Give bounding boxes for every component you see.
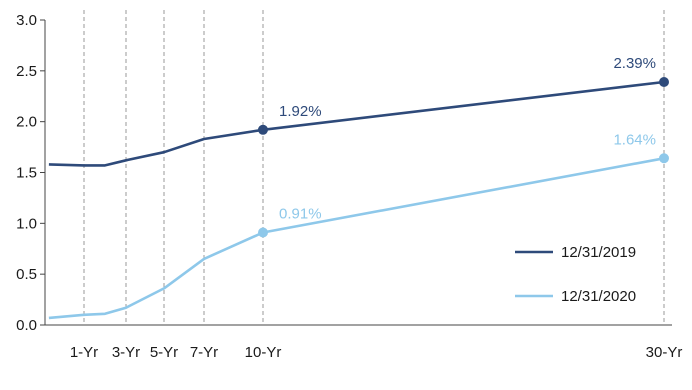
- data-label: 2.39%: [613, 55, 656, 72]
- data-point-marker: [659, 153, 669, 164]
- y-tick-label: 2.0: [16, 114, 37, 131]
- x-tick-label: 1-Yr: [70, 344, 98, 361]
- y-tick-label: 1.0: [16, 215, 37, 232]
- x-tick-label: 7-Yr: [190, 344, 218, 361]
- series-lines: [48, 80, 665, 320]
- y-tick-labels: 0.0 0.5 1.0 1.5 2.0 2.5 3.0: [16, 12, 45, 334]
- data-label: 1.64%: [613, 131, 656, 148]
- y-tick-label: 2.5: [16, 63, 37, 80]
- data-label: 1.92%: [279, 103, 322, 120]
- data-label: 0.91%: [279, 205, 322, 222]
- y-tick-label: 0.5: [16, 266, 37, 283]
- data-point-marker: [659, 77, 669, 88]
- y-tick-label: 3.0: [16, 12, 37, 29]
- series-line-1: [48, 80, 665, 167]
- x-tick-label: 10-Yr: [245, 344, 282, 361]
- x-tick-label: 5-Yr: [150, 344, 178, 361]
- x-tick-labels: 1-Yr 3-Yr 5-Yr 7-Yr 10-Yr 30-Yr: [70, 344, 683, 361]
- legend-label-2: 12/31/2020: [561, 288, 636, 305]
- y-tick-label: 1.5: [16, 165, 37, 182]
- series-line-2: [48, 157, 665, 320]
- data-point-marker: [258, 124, 268, 135]
- x-tick-label: 3-Yr: [112, 344, 140, 361]
- axes: [44, 20, 672, 326]
- y-tick-label: 0.0: [16, 317, 37, 334]
- vertical-gridlines: [83, 10, 665, 325]
- data-point-marker: [258, 227, 268, 238]
- legend-label-1: 12/31/2019: [561, 244, 636, 261]
- series-markers: [258, 77, 669, 238]
- legend: 12/31/2019 12/31/2020: [515, 244, 636, 305]
- x-tick-label: 30-Yr: [646, 344, 683, 361]
- data-labels: 1.92% 2.39% 0.91% 1.64%: [279, 55, 656, 222]
